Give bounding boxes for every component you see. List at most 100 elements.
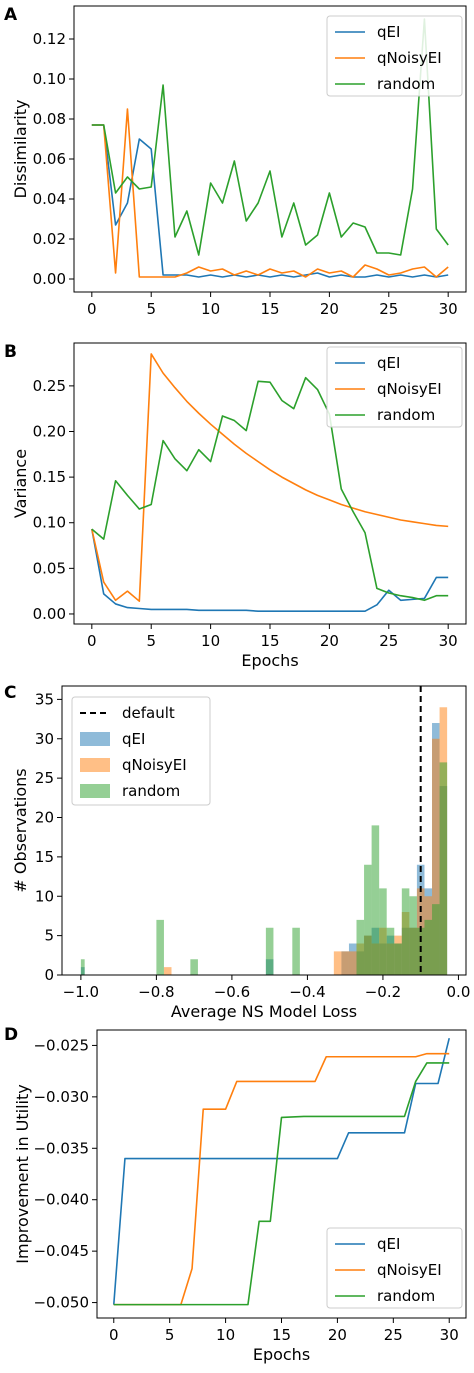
y-tick-label: 0 xyxy=(44,966,54,984)
legend: default qEI qNoisyEI random xyxy=(71,696,211,806)
y-tick-label: 30 xyxy=(35,730,54,748)
x-axis-label: Epochs xyxy=(241,651,298,670)
legend-label-qEI: qEI xyxy=(377,354,400,372)
y-tick-label: 0.25 xyxy=(33,377,66,395)
series-line-qNoisyEI xyxy=(91,108,449,278)
y-tick-label: 15 xyxy=(35,848,54,866)
x-tick-label: 5 xyxy=(146,632,156,650)
x-tick-label: 10 xyxy=(216,1326,235,1344)
histogram-bar-qNoisyEI xyxy=(348,951,357,975)
x-tick-label: 25 xyxy=(379,300,398,318)
histogram-bar-random xyxy=(439,762,448,975)
plot-area xyxy=(80,686,448,975)
series-line-qNoisyEI xyxy=(91,353,449,602)
histogram-bar-random xyxy=(356,919,365,975)
x-tick-label: 25 xyxy=(384,1326,403,1344)
histogram-bar-random xyxy=(265,927,274,975)
x-tick-label: 0.0 xyxy=(447,983,471,1001)
x-tick-label: 5 xyxy=(146,300,156,318)
series-line-qEI xyxy=(91,528,449,613)
legend-box xyxy=(326,15,463,97)
histogram-bar-random xyxy=(156,919,164,975)
y-tick-label: 0.12 xyxy=(33,30,66,48)
x-tick-label: −0.4 xyxy=(289,983,325,1001)
histogram-bar-qNoisyEI xyxy=(432,738,440,975)
x-tick-label: 20 xyxy=(320,632,339,650)
panel-D: 0 5 10 15 20 25 30 −0.050 −0.045 −0.040 −0.035 −0.0… xyxy=(4,1025,467,1364)
axes-frame xyxy=(61,685,467,976)
legend-label-qNoisyEI: qNoisyEI xyxy=(122,756,187,774)
plot-area xyxy=(91,18,449,278)
legend-swatch-qNoisyEI xyxy=(80,758,110,772)
x-tick-label: 0 xyxy=(87,300,97,318)
y-tick-label: 0.10 xyxy=(33,514,66,532)
x-tick-label: −0.8 xyxy=(138,983,174,1001)
panel-label: C xyxy=(4,683,16,703)
y-tick-label: −0.045 xyxy=(33,1242,89,1260)
histogram-bar-random xyxy=(424,919,433,975)
y-tick-label: 0.06 xyxy=(33,150,66,168)
panel-label: B xyxy=(4,342,17,362)
x-tick-label: 10 xyxy=(201,632,220,650)
y-tick-label: 0.10 xyxy=(33,70,66,88)
panel-label: A xyxy=(4,5,18,25)
histogram-bar-random xyxy=(292,927,300,975)
x-tick-label: 20 xyxy=(320,300,339,318)
y-tick-label: −0.035 xyxy=(33,1139,89,1157)
y-tick-label: 0.02 xyxy=(33,230,66,248)
panel-label: D xyxy=(4,1025,18,1045)
histogram-bar-qNoisyEI xyxy=(333,951,342,975)
x-tick-label: 10 xyxy=(201,300,220,318)
y-tick-label: −0.040 xyxy=(33,1191,89,1209)
x-tick-label: 30 xyxy=(439,300,458,318)
histogram-bar-qNoisyEI xyxy=(341,951,349,975)
legend-label-random: random xyxy=(377,1287,435,1305)
series-line-qNoisyEI xyxy=(113,1052,450,1306)
x-tick-label: 30 xyxy=(440,1326,459,1344)
histogram-bar-random xyxy=(394,943,402,975)
x-tick-label: 0 xyxy=(109,1326,119,1344)
legend-box xyxy=(326,1227,463,1309)
y-tick-label: −0.050 xyxy=(33,1294,89,1312)
histogram-bar-qNoisyEI xyxy=(163,967,172,975)
legend-label-qNoisyEI: qNoisyEI xyxy=(377,1261,442,1279)
legend: qEI qNoisyEI random xyxy=(326,15,463,97)
y-tick-label: −0.025 xyxy=(33,1036,89,1054)
x-tick-label: −1.0 xyxy=(63,983,99,1001)
panel-B: 0 5 10 15 20 25 30 0.00 0.05 0.10 0.15 0.20 0.25 Epoc… xyxy=(4,342,467,670)
histogram-bar-random xyxy=(379,888,387,975)
y-tick-label: 25 xyxy=(35,769,54,787)
histogram-bar-random xyxy=(432,904,440,975)
legend: qEI qNoisyEI random xyxy=(326,346,463,428)
x-axis-label: Epochs xyxy=(253,1345,310,1364)
histogram-bar-random xyxy=(401,888,410,975)
plot-area xyxy=(112,1038,451,1306)
legend-box xyxy=(71,696,211,806)
y-tick-label: 0.20 xyxy=(33,422,66,440)
x-tick-label: 20 xyxy=(328,1326,347,1344)
y-tick-label: 0.00 xyxy=(33,605,66,623)
series-line-qEI xyxy=(112,1038,451,1305)
y-tick-label: 0.05 xyxy=(33,559,66,577)
x-tick-label: 25 xyxy=(379,632,398,650)
legend-label-qEI: qEI xyxy=(122,730,145,748)
x-tick-label: 15 xyxy=(260,632,279,650)
legend: qEI qNoisyEI random xyxy=(326,1227,463,1309)
histogram-bar-random xyxy=(371,825,380,975)
legend-label-qNoisyEI: qNoisyEI xyxy=(377,49,442,67)
legend-swatch-random xyxy=(80,784,110,798)
legend-label-qNoisyEI: qNoisyEI xyxy=(377,380,442,398)
y-tick-label: 5 xyxy=(44,927,54,945)
x-tick-label: 15 xyxy=(260,300,279,318)
y-tick-label: 35 xyxy=(35,690,54,708)
legend-label-random: random xyxy=(377,75,435,93)
y-axis-label: Improvement in Utility xyxy=(13,1084,32,1263)
histogram-bar-random xyxy=(364,864,372,975)
x-tick-label: 30 xyxy=(439,632,458,650)
y-tick-label: 0.08 xyxy=(33,110,66,128)
y-tick-label: 0.04 xyxy=(33,190,66,208)
histogram-bar-random xyxy=(409,896,417,975)
y-tick-label: 0.15 xyxy=(33,468,66,486)
legend-label-qEI: qEI xyxy=(377,23,400,41)
